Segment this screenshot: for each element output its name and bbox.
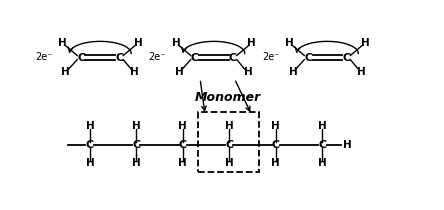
Text: H: H <box>247 38 256 48</box>
Text: H: H <box>178 121 187 131</box>
Text: C: C <box>272 140 280 150</box>
Text: C: C <box>115 52 123 63</box>
Text: C: C <box>77 52 85 63</box>
Text: H: H <box>285 38 294 48</box>
Text: C: C <box>342 52 350 63</box>
Text: H: H <box>225 159 234 168</box>
Text: C: C <box>179 140 187 150</box>
Text: C: C <box>86 140 94 150</box>
Text: H: H <box>357 67 366 77</box>
Text: H: H <box>130 67 139 77</box>
Text: C: C <box>132 140 140 150</box>
Text: 2e⁻: 2e⁻ <box>148 52 166 62</box>
Text: C: C <box>225 140 234 150</box>
Text: H: H <box>244 67 253 77</box>
Text: H: H <box>86 121 94 131</box>
Text: C: C <box>304 52 313 63</box>
Text: H: H <box>58 38 67 48</box>
Bar <box>198 112 258 172</box>
Text: H: H <box>86 159 94 168</box>
Text: C: C <box>318 140 326 150</box>
Text: H: H <box>178 159 187 168</box>
Text: C: C <box>191 52 199 63</box>
Text: H: H <box>132 121 141 131</box>
Text: H: H <box>134 38 143 48</box>
Text: H: H <box>171 38 180 48</box>
Text: H: H <box>132 159 141 168</box>
Text: 2e⁻: 2e⁻ <box>35 52 52 62</box>
Text: H: H <box>271 121 280 131</box>
Text: H: H <box>271 159 280 168</box>
Text: H: H <box>175 67 184 77</box>
Text: H: H <box>318 121 326 131</box>
Text: 2e⁻: 2e⁻ <box>262 52 279 62</box>
Text: H: H <box>225 121 234 131</box>
Text: H: H <box>61 67 70 77</box>
Text: H: H <box>289 67 297 77</box>
Text: C: C <box>229 52 237 63</box>
Text: H: H <box>318 159 326 168</box>
Text: H: H <box>361 38 369 48</box>
Text: Monomer: Monomer <box>194 92 261 104</box>
Text: H: H <box>343 140 352 150</box>
